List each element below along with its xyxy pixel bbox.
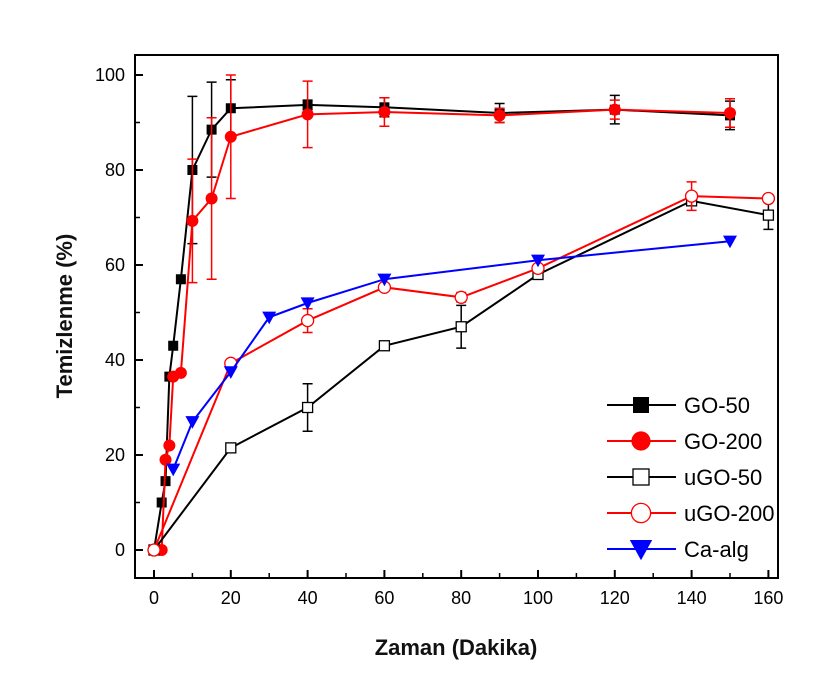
data-point	[629, 540, 653, 561]
data-point	[300, 297, 315, 310]
legend-label: uGO-200	[684, 501, 775, 526]
legend-label: GO-200	[684, 429, 762, 454]
legend-label: uGO-50	[684, 465, 762, 490]
data-point	[633, 397, 649, 413]
y-tick-label: 100	[95, 65, 125, 85]
series-line	[153, 195, 769, 551]
legend-item: Ca-alg	[607, 537, 749, 562]
x-tick-label: 120	[600, 588, 630, 608]
x-tick-label: 160	[753, 588, 783, 608]
data-point	[762, 209, 775, 221]
data-point	[224, 130, 237, 143]
legend-item: uGO-50	[607, 465, 762, 490]
x-tick-label: 100	[523, 588, 553, 608]
y-tick-label: 60	[105, 255, 125, 275]
x-tick-label: 0	[149, 588, 159, 608]
x-tick-label: 60	[374, 588, 394, 608]
series-line	[153, 199, 769, 551]
data-point	[175, 274, 186, 285]
data-point	[630, 502, 652, 524]
x-tick-label: 40	[298, 588, 318, 608]
data-point	[631, 431, 651, 451]
legend-label: Ca-alg	[684, 537, 749, 562]
data-point	[723, 235, 737, 249]
data-point	[301, 401, 314, 414]
data-point	[168, 340, 179, 351]
legend-label: GO-50	[684, 393, 750, 418]
x-tick-label: 140	[677, 588, 707, 608]
data-point	[455, 321, 467, 333]
data-point	[377, 273, 392, 287]
data-point	[163, 439, 176, 452]
data-point	[225, 442, 237, 454]
data-point	[300, 313, 315, 328]
data-point	[684, 189, 699, 203]
data-point	[159, 453, 172, 466]
x-tick-label: 80	[451, 588, 471, 608]
y-tick-label: 0	[115, 540, 125, 560]
data-point	[378, 340, 391, 352]
series-GO-200	[155, 74, 736, 556]
x-tick-label: 20	[221, 588, 241, 608]
y-axis-label: Temizlenme (%)	[52, 234, 77, 399]
series-line	[172, 240, 731, 470]
data-point	[147, 543, 161, 557]
data-point	[156, 497, 167, 508]
y-tick-label: 80	[105, 160, 125, 180]
x-axis-label: Zaman (Dakika)	[375, 635, 538, 660]
data-point	[608, 103, 621, 116]
data-point	[454, 290, 468, 304]
series-uGO-200	[147, 181, 776, 557]
data-point	[262, 311, 277, 325]
data-point	[724, 107, 736, 119]
data-point	[531, 254, 545, 268]
data-point	[378, 106, 391, 119]
legend-item: GO-50	[607, 393, 750, 418]
y-tick-label: 20	[105, 445, 125, 465]
plot-frame	[134, 54, 779, 579]
data-point	[174, 366, 187, 379]
data-point	[301, 108, 314, 121]
data-point	[632, 468, 650, 486]
legend-item: GO-200	[607, 429, 762, 454]
series-uGO-50	[148, 195, 775, 556]
data-point	[185, 416, 200, 429]
legend-item: uGO-200	[607, 501, 775, 526]
data-point	[186, 214, 199, 227]
data-point	[493, 109, 506, 122]
data-point	[166, 463, 181, 477]
series-Ca-alg	[166, 235, 737, 477]
data-point	[205, 192, 218, 205]
data-point	[761, 191, 776, 206]
data-point	[223, 366, 238, 379]
y-tick-label: 40	[105, 350, 125, 370]
